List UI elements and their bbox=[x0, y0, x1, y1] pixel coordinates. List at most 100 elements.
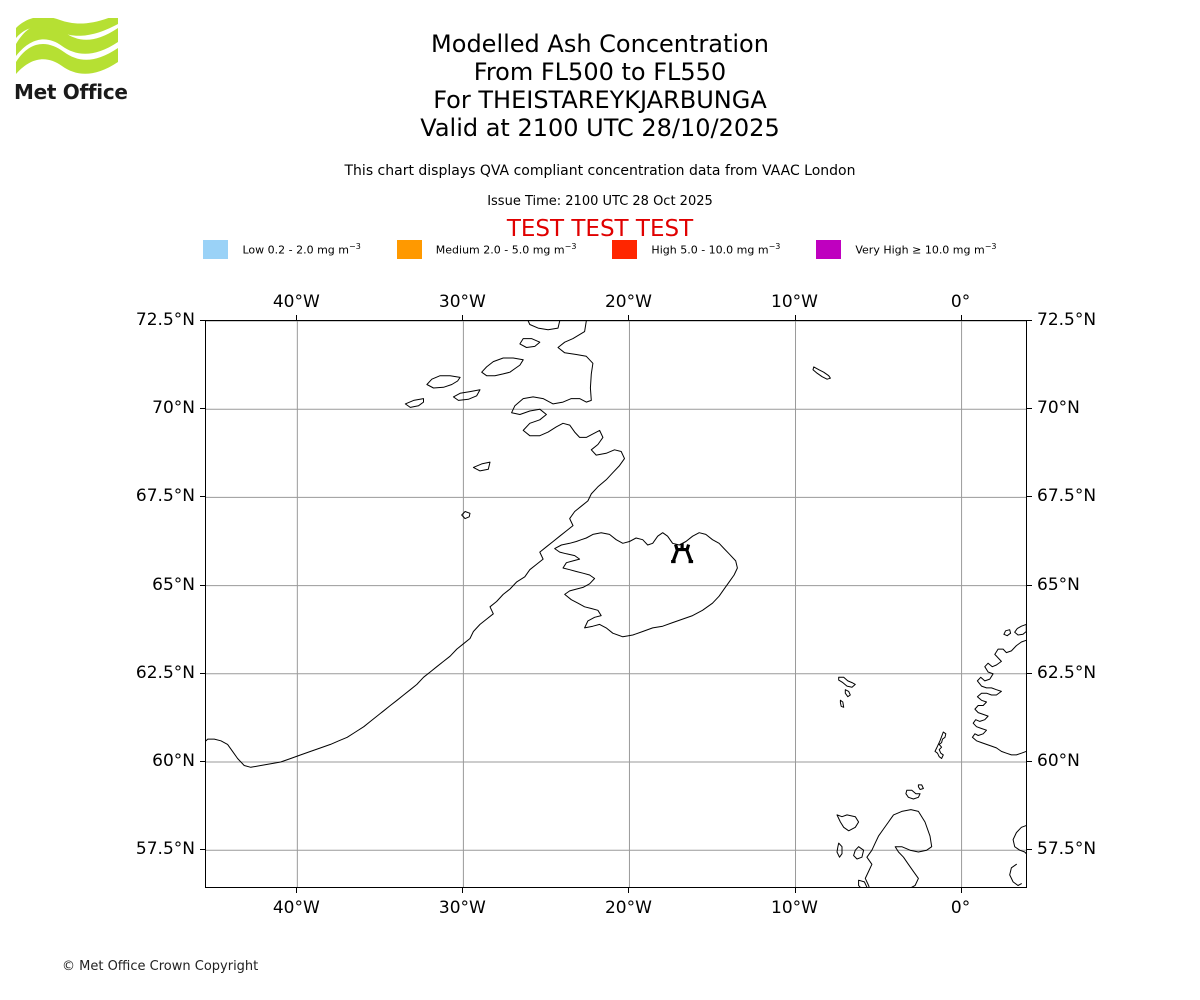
coastline-iceland bbox=[554, 532, 738, 638]
lat-label-right-5: 70°N bbox=[1037, 398, 1080, 419]
volcano-marker bbox=[671, 543, 694, 564]
chart-header: Modelled Ash Concentration From FL500 to… bbox=[0, 0, 1200, 243]
lon-label-top-4: 0° bbox=[950, 292, 971, 312]
lat-label-left-4: 67.5°N bbox=[135, 486, 195, 507]
lat-label-right-3: 65°N bbox=[1037, 574, 1080, 595]
coastline-orkney-2 bbox=[917, 784, 924, 790]
tick-lat-left bbox=[200, 849, 205, 851]
coastline-greenland-fjord-2 bbox=[426, 375, 461, 389]
coastline-greenland-strip bbox=[527, 321, 561, 331]
lat-label-left-1: 60°N bbox=[152, 750, 195, 771]
copyright-notice: © Met Office Crown Copyright bbox=[62, 959, 259, 974]
coastline-norway-north bbox=[1014, 623, 1026, 636]
tick-lon-top bbox=[462, 315, 464, 320]
tick-lat-right bbox=[1027, 849, 1032, 851]
coastline-faroe-1 bbox=[838, 676, 856, 688]
tick-lon-bottom bbox=[794, 888, 796, 893]
coastline-greenland-east bbox=[206, 321, 625, 768]
logo-wave-band-1 bbox=[16, 24, 118, 56]
legend-item-1: Medium 2.0 - 5.0 mg m−3 bbox=[396, 240, 577, 259]
coastline-greenland-dot-1 bbox=[461, 511, 471, 520]
legend-item-0: Low 0.2 - 2.0 mg m−3 bbox=[203, 240, 361, 259]
coastline-scotland bbox=[864, 809, 933, 887]
legend-swatch-0 bbox=[203, 240, 229, 259]
tick-lat-right bbox=[1027, 760, 1032, 762]
coastline-shetland bbox=[934, 731, 947, 759]
legend-item-2: High 5.0 - 10.0 mg m−3 bbox=[612, 240, 780, 259]
legend-exponent-0: −3 bbox=[348, 242, 361, 252]
flight-level-line: From FL500 to FL550 bbox=[473, 58, 727, 86]
lon-label-bottom-0: 40°W bbox=[272, 898, 320, 918]
coastline-hebrides-outer bbox=[836, 814, 860, 832]
legend-exponent-2: −3 bbox=[768, 242, 781, 252]
met-office-wave-mark bbox=[16, 18, 118, 74]
volcano-name-line: For THEISTAREYKJARBUNGA bbox=[433, 86, 767, 114]
legend-label-1: Medium 2.0 - 5.0 mg m−3 bbox=[435, 242, 577, 257]
lat-label-right-1: 60°N bbox=[1037, 750, 1080, 771]
tick-lon-top bbox=[794, 315, 796, 320]
coastline-norway-island-1 bbox=[1003, 629, 1012, 637]
legend-label-2: High 5.0 - 10.0 mg m−3 bbox=[651, 242, 781, 257]
legend-label-0: Low 0.2 - 2.0 mg m−3 bbox=[242, 242, 361, 257]
lon-label-top-0: 40°W bbox=[272, 292, 320, 312]
tick-lon-bottom bbox=[960, 888, 962, 893]
lat-label-left-6: 72.5°N bbox=[135, 310, 195, 330]
legend-exponent-1: −3 bbox=[564, 242, 577, 252]
lon-label-bottom-4: 0° bbox=[950, 898, 971, 918]
test-banner: TEST TEST TEST bbox=[506, 216, 694, 242]
lon-label-bottom-3: 10°W bbox=[771, 898, 818, 918]
lon-label-top-3: 10°W bbox=[771, 292, 818, 312]
tick-lat-left bbox=[200, 408, 205, 410]
tick-lat-right bbox=[1027, 496, 1032, 498]
tick-lat-right bbox=[1027, 408, 1032, 410]
coastline-orkney bbox=[905, 789, 921, 800]
coastline-mull bbox=[858, 879, 868, 887]
lat-label-right-4: 67.5°N bbox=[1037, 486, 1097, 507]
tick-lat-right bbox=[1027, 320, 1032, 321]
lat-label-right-0: 57.5°N bbox=[1037, 839, 1097, 860]
tick-lon-bottom bbox=[628, 888, 630, 893]
tick-lon-bottom bbox=[462, 888, 464, 893]
tick-lat-left bbox=[200, 496, 205, 498]
page-title: Modelled Ash Concentration bbox=[431, 30, 769, 58]
lat-label-left-3: 65°N bbox=[152, 574, 195, 595]
tick-lat-left bbox=[200, 584, 205, 586]
coastlines bbox=[206, 321, 1026, 887]
legend-label-3: Very High ≥ 10.0 mg m−3 bbox=[855, 242, 997, 257]
coastline-skye bbox=[853, 846, 865, 860]
tick-lat-right bbox=[1027, 672, 1032, 674]
lon-label-top-2: 20°W bbox=[604, 292, 652, 312]
legend-item-3: Very High ≥ 10.0 mg m−3 bbox=[816, 240, 997, 259]
coastline-greenland-island-a bbox=[519, 338, 541, 348]
coastline-greenland-inner bbox=[472, 461, 491, 472]
coastline-hebrides-2 bbox=[836, 842, 843, 858]
qva-note: This chart displays QVA compliant concen… bbox=[344, 163, 856, 179]
tick-lat-left bbox=[200, 760, 205, 762]
coastline-norway-west bbox=[971, 639, 1026, 756]
tick-lat-left bbox=[200, 672, 205, 674]
map-gridlines bbox=[206, 321, 1026, 887]
valid-time-line: Valid at 2100 UTC 28/10/2025 bbox=[420, 114, 780, 142]
lat-label-left-0: 57.5°N bbox=[135, 839, 195, 860]
map-canvas bbox=[206, 321, 1026, 887]
lon-label-top-1: 30°W bbox=[438, 292, 486, 312]
legend-swatch-2 bbox=[612, 240, 638, 259]
logo-wave-band-2 bbox=[16, 43, 118, 74]
legend-swatch-3 bbox=[816, 240, 842, 259]
issue-time: Issue Time: 2100 UTC 28 Oct 2025 bbox=[487, 194, 713, 209]
met-office-logo: Met Office bbox=[10, 18, 140, 118]
lat-label-right-6: 72.5°N bbox=[1037, 310, 1097, 330]
tick-lon-top bbox=[628, 315, 630, 320]
coastline-greenland-fjord-3 bbox=[452, 389, 481, 401]
lon-label-bottom-1: 30°W bbox=[438, 898, 486, 918]
map-frame bbox=[205, 320, 1027, 888]
logo-wave-band-3 bbox=[16, 18, 118, 38]
map-plot-area bbox=[205, 320, 1027, 888]
tick-lat-left bbox=[200, 320, 205, 321]
coastline-faroe-3 bbox=[839, 699, 845, 708]
coastline-jan-mayen bbox=[812, 366, 831, 380]
tick-lon-top bbox=[960, 315, 962, 320]
lat-label-left-5: 70°N bbox=[152, 398, 195, 419]
legend-swatch-1 bbox=[396, 240, 422, 259]
concentration-legend: Low 0.2 - 2.0 mg m−3 Medium 2.0 - 5.0 mg … bbox=[0, 240, 1200, 259]
